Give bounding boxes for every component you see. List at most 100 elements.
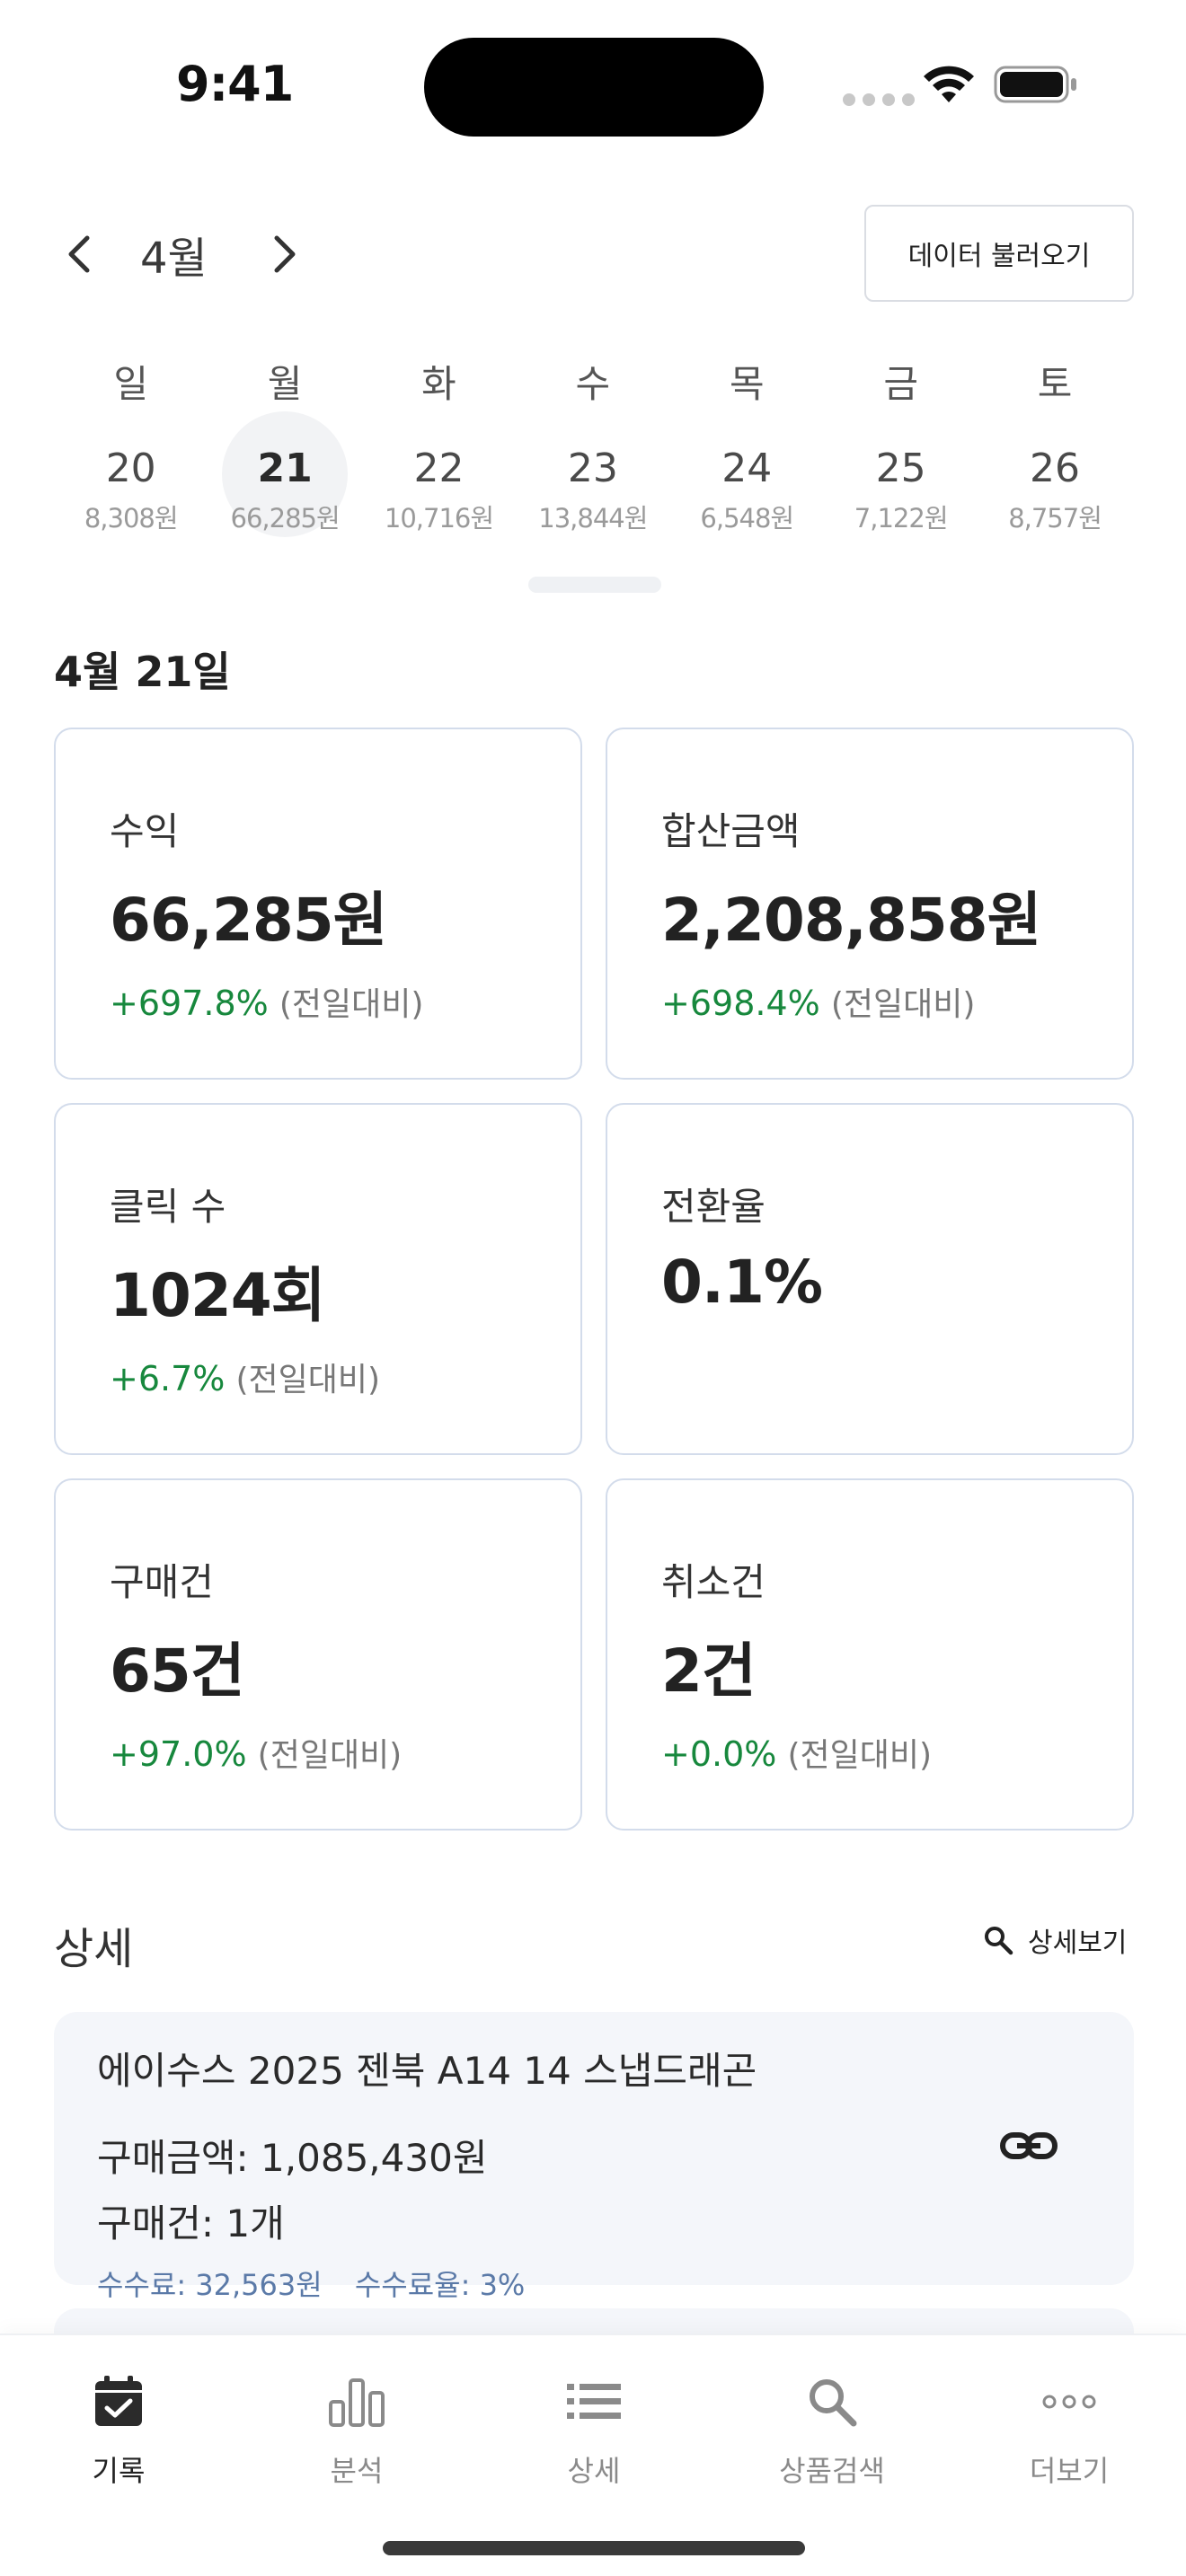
day-amount: 13,844원 bbox=[538, 503, 648, 534]
day-number: 21 bbox=[257, 446, 313, 491]
stat-value: 1024회 bbox=[110, 1261, 325, 1330]
stat-card-purchases: 구매건 65건 +97.0% (전일대비) bbox=[54, 1478, 582, 1831]
fee-amount: 수수료: 32,563원 bbox=[97, 2268, 323, 2302]
search-icon bbox=[985, 1927, 1013, 1955]
change-note: (전일대비) bbox=[830, 986, 976, 1023]
day-number: 26 bbox=[1030, 446, 1081, 491]
selected-day-highlight bbox=[222, 411, 349, 537]
tab-label: 더보기 bbox=[1029, 2454, 1110, 2488]
stat-label: 취소건 bbox=[661, 1560, 766, 1604]
day-number: 25 bbox=[875, 446, 926, 491]
change-note: (전일대비) bbox=[235, 1362, 381, 1398]
change-note: (전일대비) bbox=[787, 1737, 933, 1774]
home-indicator[interactable] bbox=[383, 2541, 805, 2555]
stat-value: 66,285원 bbox=[110, 886, 387, 955]
change-note: (전일대비) bbox=[257, 1737, 403, 1774]
stat-card-clicks: 클릭 수 1024회 +6.7% (전일대비) bbox=[54, 1103, 582, 1455]
change-percent: +0.0% bbox=[661, 1734, 777, 1774]
day-amount: 6,548원 bbox=[700, 503, 794, 534]
stat-card-conversion-rate: 전환율 0.1% bbox=[606, 1103, 1134, 1455]
list-icon bbox=[567, 2384, 621, 2419]
stat-change: +97.0% (전일대비) bbox=[110, 1729, 580, 1776]
stat-value: 2건 bbox=[661, 1636, 757, 1706]
change-percent: +698.4% bbox=[661, 984, 820, 1023]
status-time: 9:41 bbox=[176, 56, 294, 112]
day-amount: 7,122원 bbox=[854, 503, 949, 534]
tab-more[interactable]: 더보기 bbox=[979, 2368, 1159, 2490]
link-icon[interactable] bbox=[997, 2114, 1060, 2177]
day-name: 목 bbox=[729, 362, 765, 406]
product-item-card[interactable]: 에이수스 2025 젠북 A14 14 스냅드래곤 구매금액: 1,085,43… bbox=[54, 2012, 1134, 2302]
day-friday[interactable]: 금 25 7,122원 bbox=[824, 356, 978, 562]
tab-product-search[interactable]: 상품검색 bbox=[742, 2368, 922, 2490]
change-percent: +6.7% bbox=[110, 1359, 226, 1398]
tab-detail[interactable]: 상세 bbox=[504, 2368, 684, 2490]
change-percent: +97.0% bbox=[110, 1734, 247, 1774]
day-name: 금 bbox=[883, 362, 918, 406]
day-name: 수 bbox=[575, 362, 611, 406]
stat-change: +0.0% (전일대비) bbox=[661, 1729, 1132, 1776]
stat-label: 수익 bbox=[110, 809, 180, 853]
day-amount: 10,716원 bbox=[384, 503, 494, 534]
day-number: 24 bbox=[721, 446, 773, 491]
product-title: 에이수스 2025 젠북 A14 14 스냅드래곤 bbox=[97, 2049, 757, 2093]
next-month-button[interactable] bbox=[260, 229, 310, 279]
tab-record[interactable]: 기록 bbox=[29, 2368, 208, 2490]
day-name: 일 bbox=[113, 362, 149, 406]
tab-label: 기록 bbox=[92, 2454, 146, 2488]
month-label: 4월 bbox=[140, 234, 208, 284]
cellular-signal-icon bbox=[843, 93, 915, 106]
bottom-tab-bar: 기록 분석 상세 상품검색 bbox=[0, 2333, 1186, 2576]
fee-info: 수수료: 32,563원 수수료율: 3% bbox=[97, 2263, 1134, 2304]
search-icon bbox=[810, 2379, 857, 2427]
prev-month-button[interactable] bbox=[54, 229, 104, 279]
day-wednesday[interactable]: 수 23 13,844원 bbox=[516, 356, 669, 562]
stat-value: 2,208,858원 bbox=[661, 886, 1041, 955]
stat-change: +697.8% (전일대비) bbox=[110, 978, 580, 1025]
view-details-label: 상세보기 bbox=[1028, 1928, 1128, 1959]
calendar-check-icon bbox=[95, 2376, 142, 2426]
chevron-left-icon bbox=[68, 235, 90, 273]
battery-icon bbox=[994, 66, 1076, 103]
day-number: 22 bbox=[413, 446, 465, 491]
stat-card-revenue: 수익 66,285원 +697.8% (전일대비) bbox=[54, 728, 582, 1080]
day-amount: 8,757원 bbox=[1008, 503, 1102, 534]
day-number: 20 bbox=[105, 446, 156, 491]
day-name: 화 bbox=[421, 362, 456, 406]
day-name: 월 bbox=[267, 362, 303, 406]
purchase-count: 구매건: 1개 bbox=[97, 2201, 285, 2245]
day-name: 토 bbox=[1037, 362, 1073, 406]
week-strip: 일 20 8,308원 월 21 66,285원 화 22 10,716원 수 … bbox=[54, 356, 1132, 562]
tab-label: 상품검색 bbox=[779, 2454, 885, 2488]
stat-label: 전환율 bbox=[661, 1185, 766, 1229]
day-monday-selected[interactable]: 월 21 66,285원 bbox=[208, 356, 361, 562]
purchase-amount: 구매금액: 1,085,430원 bbox=[97, 2136, 488, 2180]
load-data-button[interactable]: 데이터 불러오기 bbox=[864, 205, 1134, 302]
view-details-button[interactable]: 상세보기 bbox=[983, 1920, 1127, 1960]
stat-change: +6.7% (전일대비) bbox=[110, 1354, 580, 1400]
stat-card-cancellations: 취소건 2건 +0.0% (전일대비) bbox=[606, 1478, 1134, 1831]
day-sunday[interactable]: 일 20 8,308원 bbox=[54, 356, 208, 562]
chevron-right-icon bbox=[274, 235, 296, 273]
stat-label: 클릭 수 bbox=[110, 1185, 226, 1229]
stat-value: 0.1% bbox=[661, 1248, 823, 1317]
wifi-icon bbox=[924, 66, 974, 102]
fee-rate: 수수료율: 3% bbox=[354, 2268, 526, 2302]
day-tuesday[interactable]: 화 22 10,716원 bbox=[362, 356, 516, 562]
detail-section-title: 상세 bbox=[54, 1924, 134, 1974]
status-bar: 9:41 bbox=[0, 0, 1186, 171]
stat-change: +698.4% (전일대비) bbox=[661, 978, 1132, 1025]
week-scroll-indicator[interactable] bbox=[528, 577, 661, 593]
selected-date-heading: 4월 21일 bbox=[54, 648, 231, 696]
dynamic-island bbox=[424, 38, 764, 137]
change-percent: +697.8% bbox=[110, 984, 269, 1023]
tab-label: 분석 bbox=[330, 2454, 384, 2488]
tab-analysis[interactable]: 분석 bbox=[267, 2368, 447, 2490]
more-dots-icon bbox=[1042, 2395, 1096, 2409]
day-thursday[interactable]: 목 24 6,548원 bbox=[670, 356, 824, 562]
tab-label: 상세 bbox=[567, 2454, 621, 2488]
stat-card-total-amount: 합산금액 2,208,858원 +698.4% (전일대비) bbox=[606, 728, 1134, 1080]
day-saturday[interactable]: 토 26 8,757원 bbox=[978, 356, 1131, 562]
stat-label: 구매건 bbox=[110, 1560, 214, 1604]
stats-grid: 수익 66,285원 +697.8% (전일대비) 합산금액 2,208,858… bbox=[54, 728, 1134, 1831]
